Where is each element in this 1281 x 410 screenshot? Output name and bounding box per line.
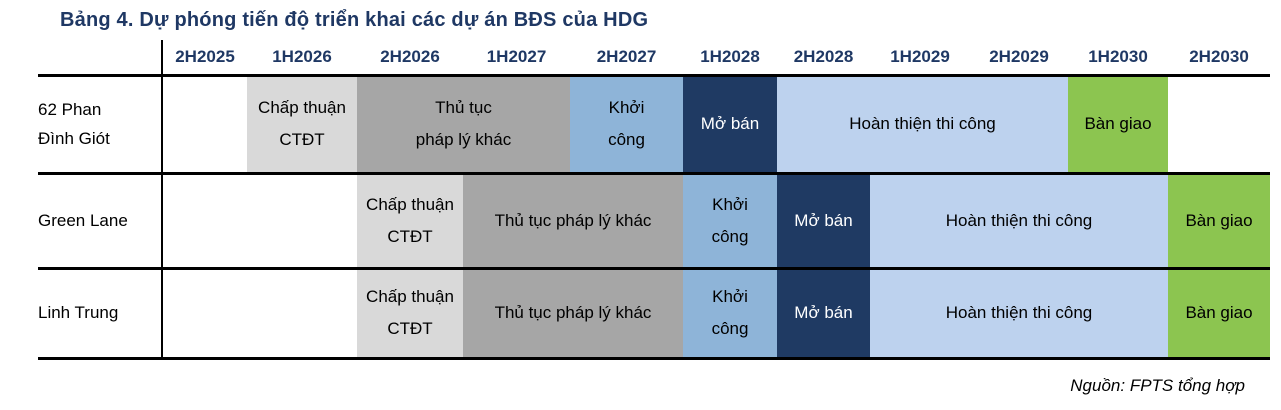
row-label: 62 Phan Đình Giót bbox=[38, 77, 163, 172]
phase-label: công bbox=[711, 226, 749, 246]
project-row: 62 Phan Đình Giót Chấp thuận CTĐT Thủ tục ph… bbox=[38, 77, 1270, 175]
column-header-2h2025: 2H2025 bbox=[175, 47, 235, 66]
phase-label: pháp lý khác bbox=[415, 130, 512, 149]
column-header-2h2027: 2H2027 bbox=[596, 47, 657, 66]
phase-label: Hoàn thiện thi công bbox=[849, 114, 996, 134]
column-header-1h2029: 1H2029 bbox=[890, 47, 950, 66]
phase-label: Thủ tục pháp lý khác bbox=[494, 303, 652, 323]
column-header-1h2028: 1H2028 bbox=[700, 47, 760, 66]
phase-cell: Bàn giao bbox=[1168, 175, 1270, 267]
phase-label: Chấp thuận bbox=[258, 98, 346, 118]
source-note: Nguồn: FPTS tổng hợp bbox=[1070, 376, 1245, 395]
column-header-2h2028: 2H2028 bbox=[793, 47, 854, 66]
phase-label: công bbox=[711, 319, 749, 338]
phase-label: CTĐT bbox=[387, 226, 433, 246]
phase-label: Thủ tục pháp lý khác bbox=[494, 210, 652, 230]
phase-label: CTĐT bbox=[279, 130, 325, 149]
phase-label: Mở bán bbox=[794, 303, 853, 323]
phase-cell: Thủ tục pháp lý khác bbox=[463, 270, 683, 357]
phase-label: Hoàn thiện thi công bbox=[945, 210, 1093, 230]
phase-label: Khởi bbox=[712, 194, 748, 214]
phase-cell: Thủ tục pháp lý khác bbox=[357, 77, 570, 172]
column-header-1h2026: 1H2026 bbox=[272, 47, 332, 66]
phase-cell: Hoàn thiện thi công bbox=[777, 77, 1068, 172]
phase-cell: Mở bán bbox=[777, 175, 870, 267]
phase-cell: Khởi công bbox=[570, 77, 683, 172]
phase-label: Bàn giao bbox=[1084, 114, 1152, 134]
column-header-2h2029: 2H2029 bbox=[989, 47, 1049, 66]
project-row: Green Lane Chấp thuận CTĐT Thủ tục pháp lý … bbox=[38, 175, 1270, 270]
phase-label: Thủ tục bbox=[435, 98, 492, 118]
header-row: 2H2025 1H2026 2H2026 1H2027 2H2027 1H2028 2H20… bbox=[38, 40, 1270, 77]
phase-label: Mở bán bbox=[700, 114, 760, 134]
phase-label: Chấp thuận bbox=[366, 194, 454, 214]
phase-cell: Chấp thuận CTĐT bbox=[357, 175, 463, 267]
phase-cell: Bàn giao bbox=[1168, 270, 1270, 357]
phase-cell: Mở bán bbox=[683, 77, 777, 172]
gantt-table: 2H2025 1H2026 2H2026 1H2027 2H2027 1H2028 2H20… bbox=[38, 40, 1270, 360]
column-header-2h2030: 2H2030 bbox=[1189, 47, 1249, 66]
phase-label: Khởi bbox=[712, 287, 748, 307]
phase-cell: Khởi công bbox=[683, 270, 777, 357]
phase-cell: Chấp thuận CTĐT bbox=[357, 270, 463, 357]
phase-label: CTĐT bbox=[387, 319, 433, 338]
figure-title: Bảng 4. Dự phóng tiến độ triển khai các … bbox=[60, 9, 649, 31]
row-label: Linh Trung bbox=[38, 270, 163, 357]
phase-label: Bàn giao bbox=[1185, 303, 1253, 323]
phase-cell: Chấp thuận CTĐT bbox=[247, 77, 357, 172]
row-label: Green Lane bbox=[38, 175, 163, 267]
phase-cell: Hoàn thiện thi công bbox=[870, 175, 1168, 267]
phase-cell: Thủ tục pháp lý khác bbox=[463, 175, 683, 267]
phase-label: Khởi bbox=[608, 98, 645, 118]
phase-label: Mở bán bbox=[794, 210, 853, 230]
column-header-1h2030: 1H2030 bbox=[1088, 47, 1148, 66]
phase-cell: Bàn giao bbox=[1068, 77, 1168, 172]
phase-cell: Khởi công bbox=[683, 175, 777, 267]
phase-label: Chấp thuận bbox=[366, 287, 454, 307]
phase-label: công bbox=[608, 130, 645, 149]
phase-label: Hoàn thiện thi công bbox=[945, 303, 1093, 323]
column-header-1h2027: 1H2027 bbox=[486, 47, 547, 66]
header-label-spacer bbox=[38, 40, 163, 74]
phase-cell: Hoàn thiện thi công bbox=[870, 270, 1168, 357]
phase-label: Bàn giao bbox=[1185, 210, 1253, 230]
phase-cell: Mở bán bbox=[777, 270, 870, 357]
column-header-2h2026: 2H2026 bbox=[380, 47, 440, 66]
project-row: Linh Trung Chấp thuận CTĐT Thủ tục pháp lý … bbox=[38, 270, 1270, 360]
